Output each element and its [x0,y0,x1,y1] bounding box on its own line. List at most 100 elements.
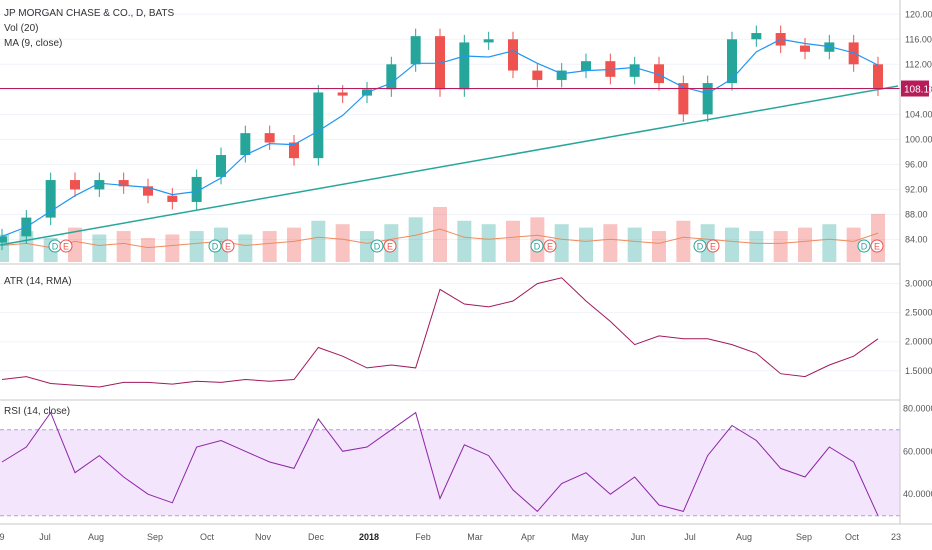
candle-body [459,42,470,90]
candle-body [873,64,883,89]
price-tick-label: 116.00 [905,34,932,44]
atr-legend: ATR (14, RMA) [4,276,72,287]
candle-body [191,176,202,202]
price-tick-label: 88.00 [905,209,928,219]
volume-bar [554,224,569,262]
event-marker-label: E [547,242,553,252]
volume-bar [603,224,618,262]
volume-bar [238,234,253,262]
volume-bar [481,224,496,262]
candle-body [654,64,664,84]
rsi-tick-label: 60.0000 [903,446,932,456]
candle-body [629,64,640,77]
event-marker-circle [543,239,557,253]
time-tick-label: Mar [467,532,483,542]
candle-body [508,39,518,71]
volume-bar [19,231,34,262]
time-tick-label: Aug [88,532,104,542]
time-tick-label: Oct [845,532,860,542]
candle-body [0,236,7,243]
volume-bar [408,217,423,262]
price-tick-label: 96.00 [905,159,928,169]
volume-bar [773,231,788,262]
volume-bar [0,234,9,262]
volume-bar [311,220,326,262]
event-marker-circle [370,239,384,253]
candle-body [337,92,348,96]
candle-body [702,83,713,115]
price-tick-label: 100.00 [905,134,932,144]
time-tick-label: 23 [891,532,901,542]
event-marker-circle [870,239,884,253]
volume-bar [287,227,301,262]
volume-bar [676,220,691,262]
event-marker-circle [208,239,222,253]
volume-bar [652,231,666,262]
time-tick-label: 2018 [359,532,379,542]
time-tick-label: Oct [200,532,215,542]
volume-bar [749,231,764,262]
volume-bar [165,234,180,262]
rsi-axis[interactable]: 40.0000 60.0000 80.0000 [903,403,932,499]
volume-bar [457,220,472,262]
volume-bar [798,227,812,262]
event-marker-label: D [697,242,704,252]
time-tick-label: Feb [415,532,431,542]
candle-body [240,133,251,156]
event-marker-label: D [212,242,219,252]
volume-bar [335,224,350,262]
time-tick-label: Jun [631,532,646,542]
candle-body [483,39,494,43]
event-marker-label: E [710,242,716,252]
event-marker-label: D [374,242,381,252]
candle-body [264,133,275,143]
atr-axis[interactable]: 1.5000 2.0000 2.5000 3.0000 [905,279,932,376]
candle-body [386,64,397,90]
volume-bar [141,237,155,262]
volume-bar [189,231,204,262]
candle-body [410,36,421,65]
candle-body [581,61,591,71]
event-marker-circle [693,239,707,253]
volume-bar [871,213,885,262]
event-marker-label: D [861,242,868,252]
candle-body [751,33,762,40]
volume-bar [433,207,447,262]
time-axis[interactable]: 9 Jul Aug Sep Oct Nov Dec 2018 Feb Mar Apr May Jun Ju… [0,532,901,542]
atr-tick-label: 3.0000 [905,279,932,289]
volume-bar [822,224,837,262]
rsi-band [0,429,900,516]
rsi-tick-label: 80.0000 [903,403,932,413]
time-tick-label: Sep [796,532,812,542]
candle-body [70,180,80,190]
event-marker-circle [530,239,544,253]
volume-bar [627,227,642,262]
atr-tick-label: 2.0000 [905,337,932,347]
candle-body [727,39,737,84]
candle-body [289,142,299,159]
price-tick-label: 112.00 [905,59,932,69]
rsi-line [1,411,879,516]
time-tick-label: May [571,532,589,542]
volume-bar [579,227,593,262]
candle-body [45,180,56,218]
event-marker-label: D [52,242,59,252]
last-price-label: 108.13 [904,85,932,96]
atr-line [1,277,879,388]
time-tick-label: Aug [736,532,752,542]
candle-body [800,45,810,52]
price-tick-label: 84.00 [905,234,928,244]
volume-ma-line [1,228,879,249]
event-marker-circle [706,239,720,253]
trendline[interactable] [0,85,899,246]
atr-tick-label: 2.5000 [905,308,932,318]
event-marker-label: E [874,242,880,252]
volume-bar [360,231,374,262]
volume-bar [506,220,520,262]
candle-body [313,92,324,159]
time-tick-label: Jul [39,532,51,542]
event-marker-circle [221,239,235,253]
candle-body [94,180,105,190]
